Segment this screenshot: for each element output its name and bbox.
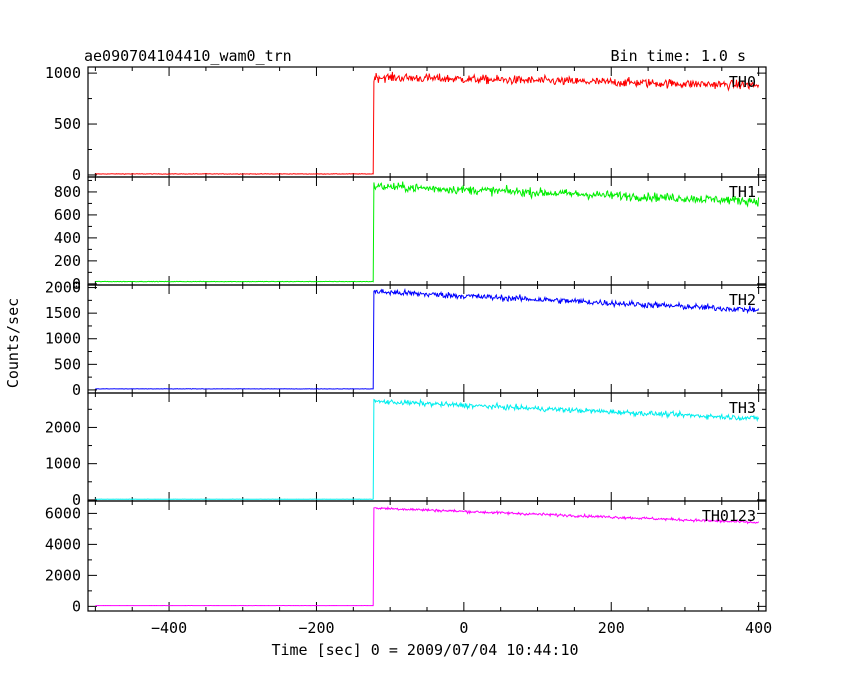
- y-tick-label: 400: [54, 229, 81, 247]
- panel-label: TH0123: [702, 507, 756, 525]
- y-tick-label: 2000: [45, 566, 81, 584]
- y-tick-label: 6000: [45, 504, 81, 522]
- bin-time-label: Bin time: 1.0 s: [611, 47, 746, 65]
- panel-label: TH2: [729, 291, 756, 309]
- panel-th0123: 0 2000 4000 6000 TH0123: [45, 500, 767, 615]
- y-tick-label: 1500: [45, 304, 81, 322]
- x-tick-label: 0: [459, 619, 468, 637]
- x-axis-label: Time [sec] 0 = 2009/07/04 10:44:10: [271, 641, 578, 659]
- panel-label: TH0: [729, 73, 756, 91]
- series-line-th3: [95, 398, 760, 500]
- chart-title: ae090704104410_wam0_trn: [84, 47, 292, 65]
- y-tick-label: 1000: [45, 64, 81, 82]
- y-tick-label: 800: [54, 183, 81, 201]
- panel-frame: [87, 392, 767, 502]
- y-axis-label: Counts/sec: [4, 298, 22, 388]
- y-tick-label: 0: [72, 166, 81, 184]
- x-tick-label: 400: [745, 619, 772, 637]
- panel-th0: 0 500 1000 TH0: [45, 64, 767, 184]
- y-tick-label: 0: [72, 381, 81, 399]
- panel-th2: 0 500 1000 1500 2000 TH2: [45, 279, 767, 399]
- series-line-th2: [95, 287, 760, 390]
- x-tick-label: −200: [298, 619, 334, 637]
- y-tick-label: 200: [54, 252, 81, 270]
- y-tick-label: 600: [54, 206, 81, 224]
- y-tick-label: 2000: [45, 279, 81, 297]
- panel-frame: [87, 176, 767, 286]
- series-line-th0123: [95, 506, 760, 607]
- y-tick-label: 2000: [45, 418, 81, 436]
- panel-label: TH1: [729, 183, 756, 201]
- panels-group: 0 500 1000 TH0 0 200 400 600 800 TH1 0 500 1000 1500 2…: [45, 64, 767, 615]
- series-line-th0: [95, 71, 760, 175]
- panel-frame: [87, 284, 767, 394]
- y-tick-label: 500: [54, 115, 81, 133]
- panel-frame: [87, 500, 767, 612]
- y-tick-label: 4000: [45, 535, 81, 553]
- panel-label: TH3: [729, 399, 756, 417]
- x-tick-label: 200: [598, 619, 625, 637]
- panel-th1: 0 200 400 600 800 TH1: [54, 176, 767, 293]
- panel-th3: 0 1000 2000 TH3: [45, 392, 767, 509]
- x-tick-label: −400: [151, 619, 187, 637]
- y-tick-label: 0: [72, 275, 81, 293]
- x-tick-labels: −400 −200 0 200 400: [151, 619, 772, 637]
- y-tick-label: 1000: [45, 330, 81, 348]
- y-tick-label: 0: [72, 597, 81, 615]
- y-tick-label: 500: [54, 355, 81, 373]
- y-tick-label: 1000: [45, 455, 81, 473]
- series-line-th1: [95, 181, 760, 283]
- y-tick-label: 0: [72, 491, 81, 509]
